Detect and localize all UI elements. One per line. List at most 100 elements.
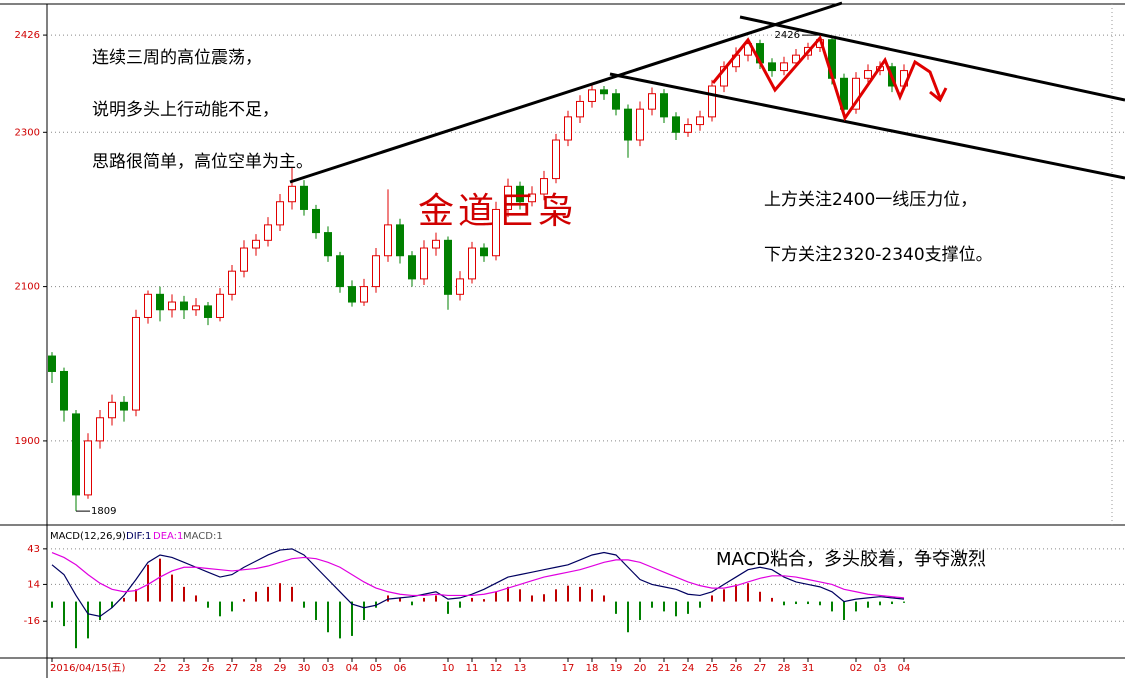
annotation: 思路很简单，高位空单为主。 xyxy=(92,152,313,172)
x-tick-label: 11 xyxy=(466,663,479,674)
legend-entry: DEA:1 xyxy=(153,531,183,542)
candle-body xyxy=(276,201,284,226)
candle-body xyxy=(84,440,92,496)
candle-body xyxy=(444,239,452,295)
extreme-label: 1809 xyxy=(91,506,116,517)
trend-line xyxy=(609,72,1125,180)
candle-body xyxy=(72,413,80,496)
legend-entry: DIF:1 xyxy=(126,531,151,542)
candle-body xyxy=(504,185,512,210)
y-tick-label: -16 xyxy=(24,616,40,627)
candle-body xyxy=(96,417,104,442)
y-tick-label: 43 xyxy=(27,544,40,555)
candle-body xyxy=(168,301,176,311)
x-tick-label: 10 xyxy=(442,663,455,674)
x-tick-label: 13 xyxy=(514,663,527,674)
indicator-title: MACD(12,26,9) xyxy=(50,531,126,542)
y-tick-label: 2100 xyxy=(15,282,40,293)
candle-body xyxy=(576,100,584,118)
candle-body xyxy=(468,247,476,280)
y-tick-label: 2300 xyxy=(15,127,40,138)
candle-body xyxy=(612,93,620,110)
candle-body xyxy=(144,293,152,318)
x-tick-label: 2016/04/15(五) xyxy=(50,663,126,674)
x-tick-label: 20 xyxy=(634,663,647,674)
x-tick-label: 28 xyxy=(250,663,263,674)
candle-body xyxy=(528,193,536,203)
x-tick-label: 22 xyxy=(154,663,167,674)
x-tick-label: 26 xyxy=(730,663,743,674)
annotation: 说明多头上行动能不足， xyxy=(92,100,279,120)
candle-body xyxy=(492,208,500,257)
x-tick-label: 02 xyxy=(850,663,863,674)
x-tick-label: 04 xyxy=(346,663,359,674)
macd-line xyxy=(51,551,905,599)
trend-lines xyxy=(289,1,1125,184)
x-tick-label: 27 xyxy=(754,663,767,674)
candle-body xyxy=(540,178,548,195)
candle-body xyxy=(252,239,260,249)
candle-body xyxy=(564,116,572,141)
x-tick-label: 29 xyxy=(274,663,287,674)
x-tick-label: 21 xyxy=(658,663,671,674)
candle-body xyxy=(552,139,560,180)
macd-line xyxy=(51,548,905,617)
x-tick-label: 30 xyxy=(298,663,311,674)
x-tick-label: 18 xyxy=(586,663,599,674)
x-tick-label: 25 xyxy=(706,663,719,674)
x-tick-label: 19 xyxy=(610,663,623,674)
macd-panel: -16 14 43 xyxy=(24,544,1125,649)
x-tick-label: 12 xyxy=(490,663,503,674)
watermark: 金道巨枭 xyxy=(418,191,578,232)
annotation: 上方关注2400一线压力位， xyxy=(764,190,977,210)
x-tick-label: 03 xyxy=(322,663,335,674)
y-tick-label: 1900 xyxy=(15,436,40,447)
candle-body xyxy=(720,66,728,87)
candle-body xyxy=(864,70,872,79)
candle-body xyxy=(480,247,488,257)
candle-body xyxy=(180,301,188,311)
forecast-zigzag xyxy=(711,34,942,122)
candle-body xyxy=(852,77,860,110)
candle-body xyxy=(300,185,308,210)
x-tick-label: 26 xyxy=(202,663,215,674)
candle-body xyxy=(684,124,692,133)
candle-body xyxy=(840,77,848,110)
candle-body xyxy=(312,208,320,234)
x-tick-label: 31 xyxy=(802,663,815,674)
candle-body xyxy=(108,401,116,419)
candle-body xyxy=(588,89,596,102)
x-tick-label: 04 xyxy=(898,663,911,674)
candle-body xyxy=(348,286,356,303)
x-tick-label: 06 xyxy=(394,663,407,674)
x-tick-label: 03 xyxy=(874,663,887,674)
candle-body xyxy=(672,116,680,133)
candle-body xyxy=(636,108,644,141)
candle-body xyxy=(768,62,776,72)
x-tick-label: 17 xyxy=(562,663,575,674)
candle-body xyxy=(324,232,332,257)
candle-body xyxy=(120,401,128,411)
candle-body xyxy=(48,355,56,372)
candle-body xyxy=(288,185,296,203)
candle-body xyxy=(516,185,524,203)
trend-line xyxy=(739,15,1125,102)
candle-body xyxy=(792,54,800,64)
legend-entry: MACD:1 xyxy=(183,531,223,542)
y-tick-label: 2426 xyxy=(15,30,40,41)
candle-body xyxy=(384,224,392,257)
candle-body xyxy=(372,255,380,288)
trend-line xyxy=(289,1,843,184)
candle-body xyxy=(396,224,404,257)
candle-body xyxy=(648,93,656,110)
candle-body xyxy=(60,370,68,411)
candle-body xyxy=(216,293,224,318)
x-tick-label: 27 xyxy=(226,663,239,674)
candle-body xyxy=(660,93,668,118)
candle-body xyxy=(192,305,200,311)
candle-body xyxy=(420,247,428,280)
candle-body xyxy=(456,278,464,295)
